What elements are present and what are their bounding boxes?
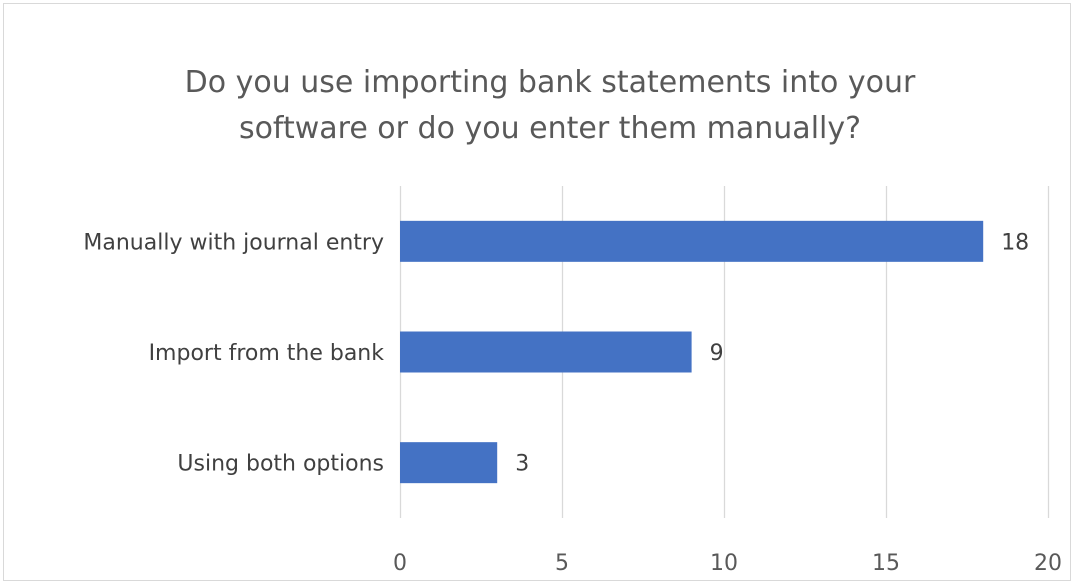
x-tick-label-0: 0 (393, 551, 407, 576)
chart-frame (3, 3, 1071, 581)
chart-title-line-2: software or do you enter them manually? (238, 111, 862, 146)
bar-0 (400, 220, 984, 262)
x-tick-label-1: 5 (555, 551, 569, 576)
data-label-1: 9 (710, 341, 724, 366)
bars (400, 220, 984, 484)
category-labels: Manually with journal entry Import from t… (83, 230, 384, 476)
chart-title: Do you use importing bank statements int… (0, 60, 1074, 152)
x-tick-label-2: 10 (710, 551, 738, 576)
x-axis-tick-labels: 0 5 10 15 20 (393, 551, 1062, 576)
data-label-0: 18 (1001, 230, 1029, 255)
category-label-2: Using both options (177, 452, 384, 477)
category-label-0: Manually with journal entry (83, 230, 384, 255)
data-label-2: 3 (515, 452, 529, 477)
chart-title-line-1: Do you use importing bank statements int… (184, 65, 916, 100)
x-tick-label-3: 15 (872, 551, 900, 576)
bar-1 (400, 331, 692, 373)
category-label-1: Import from the bank (149, 341, 385, 366)
x-tick-label-4: 20 (1034, 551, 1062, 576)
bar-2 (400, 442, 498, 484)
